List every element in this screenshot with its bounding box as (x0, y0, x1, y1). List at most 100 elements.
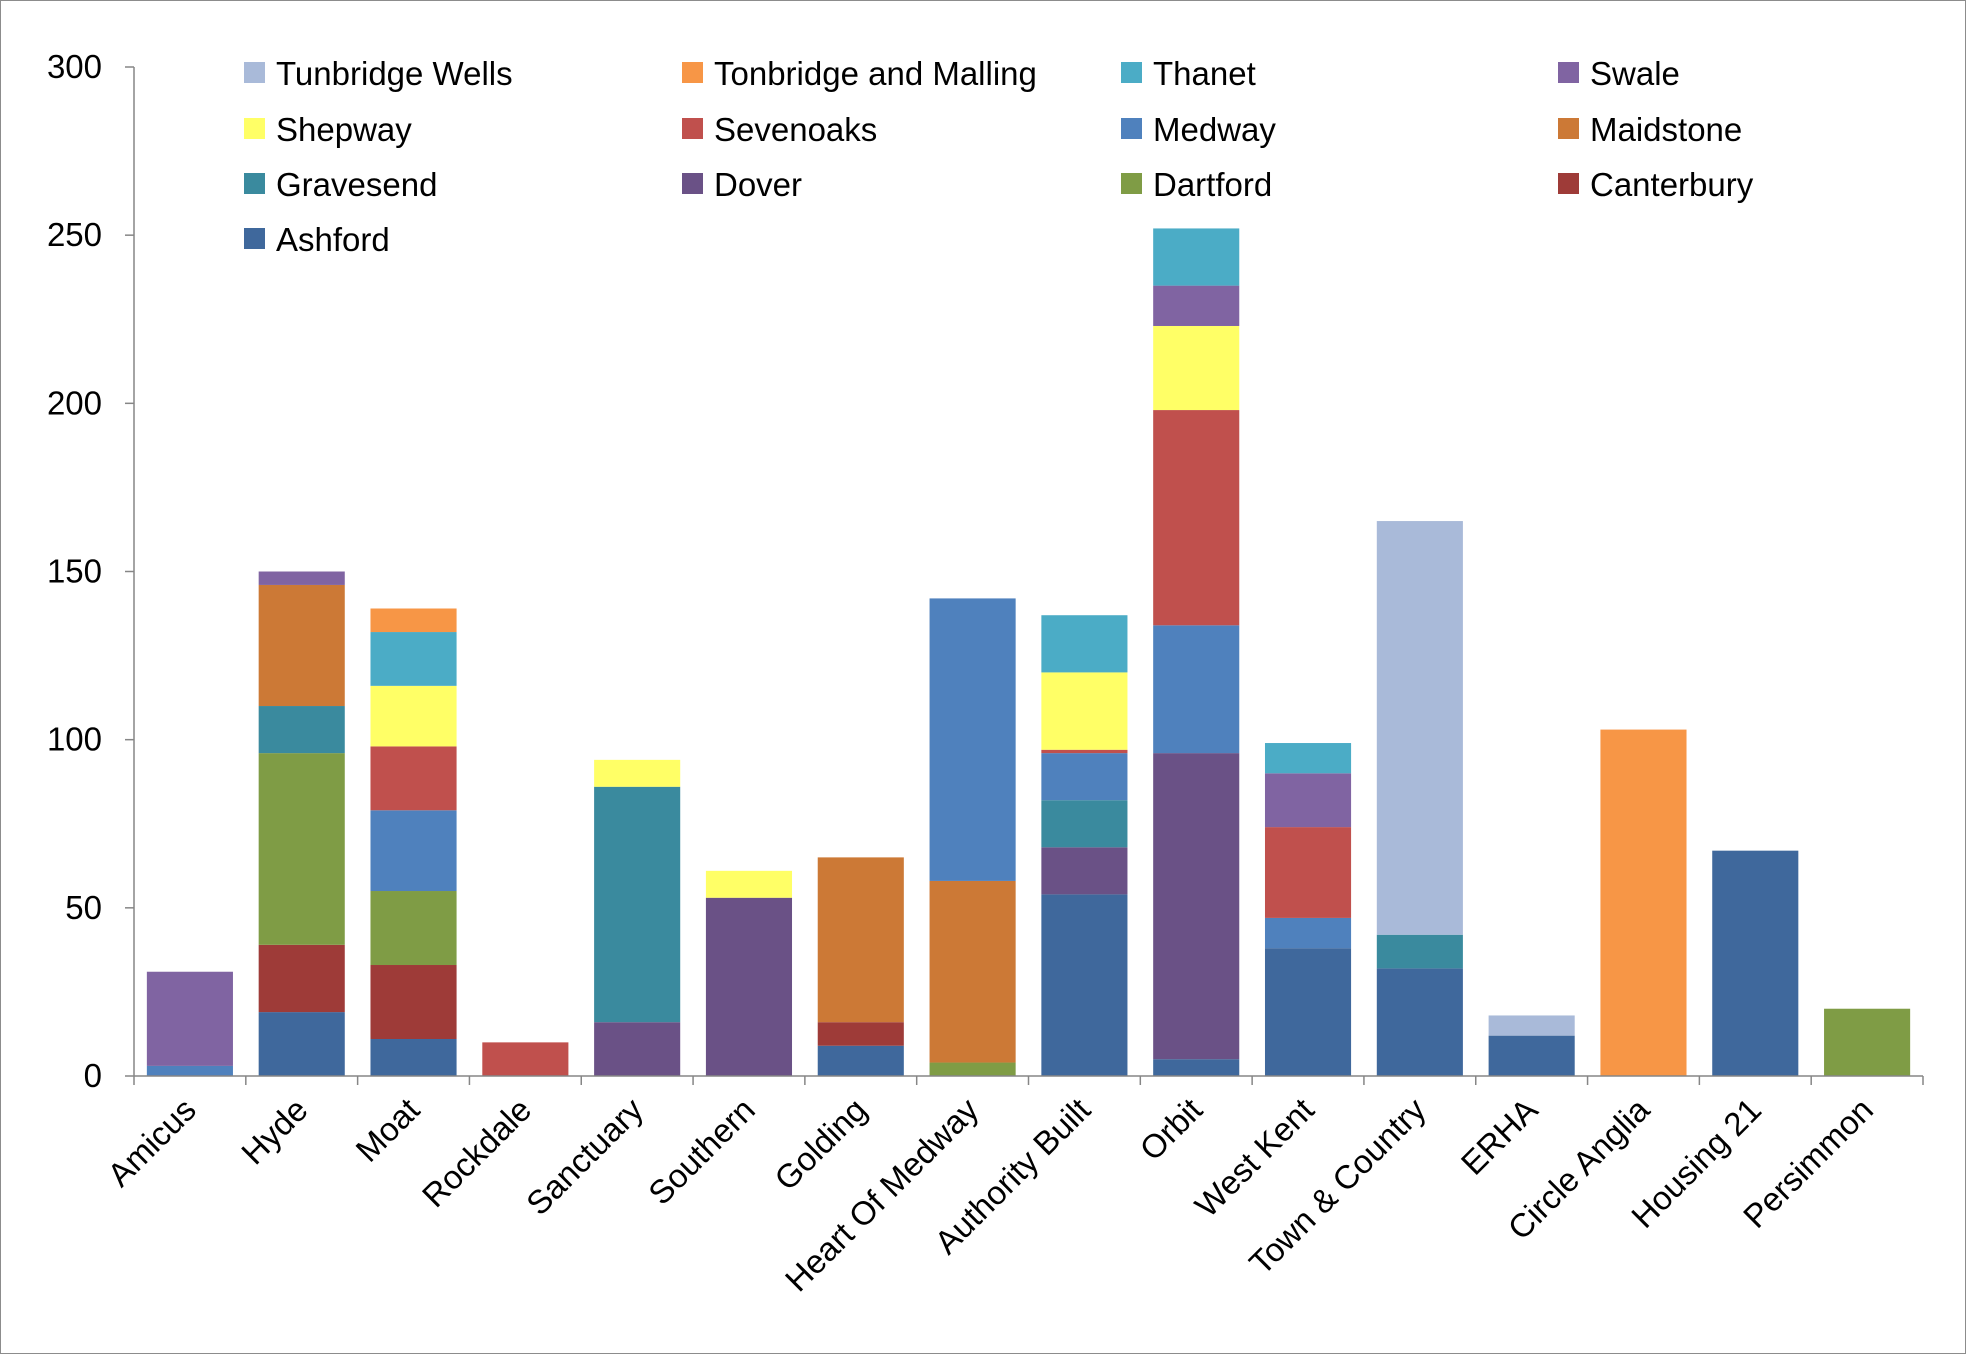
legend-label: Ashford (276, 221, 390, 258)
legend-swatch (1558, 173, 1579, 194)
bar-erha-tunbridge-wells (1488, 1015, 1575, 1036)
legend-swatch (682, 62, 703, 83)
bar-rockdale-sevenoaks (482, 1042, 569, 1076)
bar-authority-built-ashford (1041, 894, 1128, 1076)
x-tick-label-heart-of-medway: Heart Of Medway (778, 1090, 986, 1298)
legend-item-swale: Swale (1558, 55, 1680, 92)
x-tick-label-golding: Golding (767, 1091, 874, 1198)
bar-hyde-gravesend (258, 706, 345, 754)
bar-orbit-sevenoaks (1153, 410, 1240, 626)
bar-southern-shepway (705, 870, 793, 898)
axes-layer (125, 66, 1924, 1085)
y-tick-label: 150 (47, 553, 102, 590)
legend-item-tunbridge-wells: Tunbridge Wells (244, 55, 513, 92)
legend-item-thanet: Thanet (1121, 55, 1256, 92)
bar-golding-canterbury (817, 1022, 904, 1046)
bar-amicus-medway (146, 1065, 233, 1076)
y-tick-label: 100 (47, 721, 102, 758)
bar-moat-thanet (370, 632, 457, 686)
bar-orbit-thanet (1153, 228, 1240, 286)
legend-item-canterbury: Canterbury (1558, 166, 1754, 203)
bar-authority-built-dover (1041, 847, 1128, 895)
bars-layer (146, 228, 1911, 1076)
bar-moat-medway (370, 810, 457, 892)
bar-west-kent-medway (1264, 917, 1352, 949)
bar-moat-tonbridge-and-malling (370, 608, 457, 633)
legend-label: Maidstone (1590, 111, 1742, 148)
legend: Tunbridge Wells Tonbridge and Malling Than… (244, 55, 1754, 258)
legend-swatch (244, 62, 265, 83)
bar-orbit-shepway (1153, 325, 1240, 411)
bar-west-kent-thanet (1264, 743, 1352, 774)
legend-swatch (244, 173, 265, 194)
bar-erha-ashford (1488, 1035, 1575, 1076)
bar-west-kent-sevenoaks (1264, 827, 1352, 918)
legend-label: Sevenoaks (714, 111, 877, 148)
legend-swatch (682, 173, 703, 194)
bar-heart-of-medway-dartford (929, 1062, 1016, 1076)
legend-swatch (682, 118, 703, 139)
legend-swatch (1121, 62, 1142, 83)
bar-sanctuary-shepway (594, 759, 681, 787)
legend-item-sevenoaks: Sevenoaks (682, 111, 877, 148)
legend-label: Medway (1153, 111, 1276, 148)
bar-town-and-country-ashford (1376, 968, 1463, 1076)
bar-hyde-maidstone (258, 584, 345, 707)
bar-amicus-swale (146, 971, 233, 1066)
legend-item-medway: Medway (1121, 111, 1276, 148)
legend-item-dover: Dover (682, 166, 802, 203)
y-tick-label: 250 (47, 216, 102, 253)
bar-orbit-dover (1153, 753, 1240, 1060)
y-tick-label: 200 (47, 384, 102, 421)
legend-label: Tonbridge and Malling (714, 55, 1037, 92)
legend-item-ashford: Ashford (244, 221, 390, 258)
y-tick-label: 0 (84, 1057, 102, 1094)
y-tick-labels: 0 50 100 150 200 250 300 (47, 48, 102, 1094)
legend-label: Dartford (1153, 166, 1272, 203)
bar-authority-built-medway (1041, 753, 1128, 801)
x-tick-label-hyde: Hyde (234, 1091, 315, 1172)
legend-label: Gravesend (276, 166, 437, 203)
bar-moat-dartford (370, 891, 457, 966)
bar-moat-shepway (370, 685, 457, 747)
bar-moat-ashford (370, 1039, 457, 1076)
legend-label: Canterbury (1590, 166, 1754, 203)
bar-persimmon-dartford (1824, 1008, 1911, 1076)
legend-swatch (1558, 62, 1579, 83)
legend-swatch (1121, 118, 1142, 139)
legend-swatch (1121, 173, 1142, 194)
x-tick-label-orbit: Orbit (1132, 1091, 1209, 1168)
bar-sanctuary-gravesend (594, 786, 681, 1023)
bar-west-kent-ashford (1264, 948, 1352, 1076)
legend-item-gravesend: Gravesend (244, 166, 437, 203)
bar-hyde-ashford (258, 1012, 345, 1076)
legend-item-maidstone: Maidstone (1558, 111, 1742, 148)
bar-housing-21-ashford (1712, 850, 1799, 1076)
bar-golding-maidstone (817, 857, 904, 1023)
x-tick-label-southern: Southern (641, 1091, 762, 1212)
legend-label: Dover (714, 166, 802, 203)
bar-town-and-country-tunbridge-wells (1376, 521, 1463, 935)
legend-item-shepway: Shepway (244, 111, 412, 148)
bar-hyde-swale (258, 571, 345, 585)
bar-town-and-country-gravesend (1376, 934, 1463, 969)
bar-moat-canterbury (370, 965, 457, 1039)
x-tick-label-moat: Moat (348, 1091, 426, 1169)
x-tick-label-amicus: Amicus (100, 1091, 203, 1194)
bar-southern-dover (705, 897, 793, 1076)
legend-swatch (1558, 118, 1579, 139)
legend-label: Shepway (276, 111, 412, 148)
bar-heart-of-medway-medway (929, 598, 1016, 881)
bar-orbit-swale (1153, 285, 1240, 326)
legend-item-tonbridge-and-malling: Tonbridge and Malling (682, 55, 1037, 92)
bar-orbit-ashford (1153, 1059, 1240, 1076)
legend-label: Tunbridge Wells (276, 55, 513, 92)
bar-authority-built-shepway (1041, 672, 1128, 750)
bar-orbit-medway (1153, 625, 1240, 754)
bar-sanctuary-dover (594, 1022, 681, 1076)
bar-golding-ashford (817, 1045, 904, 1076)
x-tick-label-erha: ERHA (1454, 1091, 1545, 1182)
x-tick-label-sanctuary: Sanctuary (519, 1090, 651, 1222)
